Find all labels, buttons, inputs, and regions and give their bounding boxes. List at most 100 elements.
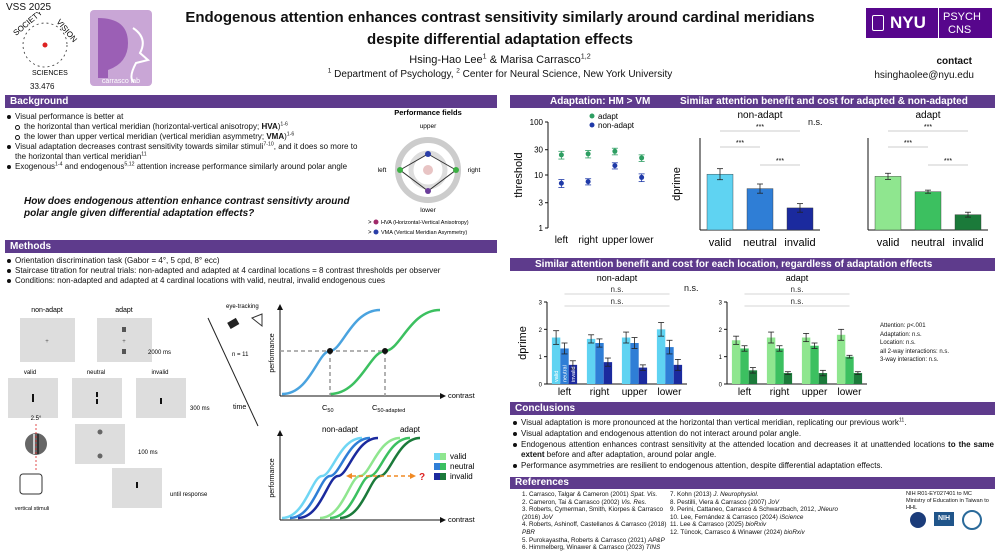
question-mark: ? <box>419 472 425 483</box>
hand-icon <box>19 473 43 495</box>
comparison-label: n.s. <box>808 117 823 127</box>
y-tick-label: 3 <box>539 301 543 307</box>
text-run: 4. Roberts, Ashinoff, Castellanos & Carr… <box>522 521 667 529</box>
lab-name: carrasco lab <box>102 78 140 85</box>
error-bar <box>797 203 803 213</box>
poster-number: 33.476 <box>30 82 55 91</box>
error-bar <box>854 371 861 375</box>
bar <box>818 373 828 384</box>
text-run: Location: n.s. <box>880 340 916 346</box>
c-label: C50-adapted <box>372 403 405 414</box>
text-run: 3-way interaction: n.s. <box>880 357 939 363</box>
text-run: 11 <box>141 151 147 158</box>
arrow <box>440 393 446 399</box>
y-tick-label: 2 <box>539 328 543 334</box>
sig-label: *** <box>756 124 764 131</box>
stat-line: 3-way interaction: n.s. <box>880 356 949 365</box>
y-tick-label: 1 <box>719 355 723 361</box>
stat-line: Attention: p<.001 <box>880 322 949 331</box>
psychometric-plot: performance contrast C50 C50-adapted <box>269 304 476 414</box>
legend-text: valid <box>450 452 466 461</box>
nih-logo: NIH <box>934 512 954 526</box>
attention-plot: non-adapt adapt performance contrast ? v… <box>269 425 476 524</box>
bar <box>568 364 578 384</box>
location-label: upper <box>420 123 437 130</box>
text-run: Visual adaptation and endogenous attenti… <box>521 429 802 438</box>
affiliations: 1 Department of Psychology, 2 Center for… <box>170 67 830 80</box>
heading-text: Similar attention benefit and cost for e… <box>535 259 933 270</box>
nei-logo <box>910 512 926 528</box>
lab-logo: carrasco lab <box>90 10 152 86</box>
text-run: 5,12 <box>124 161 135 168</box>
dept: CNS <box>948 24 972 36</box>
sig-label: *** <box>924 124 932 131</box>
curve <box>289 436 371 520</box>
point <box>585 179 591 185</box>
location-chart: adapt 0 1 2 3 left right upper lower n.s. n.s. <box>719 273 867 398</box>
series-label: invalid <box>571 366 577 382</box>
text-run: the lower than upper vertical meridian (… <box>24 132 267 141</box>
y-tick-label: 30 <box>534 146 543 155</box>
point <box>639 174 645 180</box>
performance-fields: Performance fields upper left right lowe… <box>368 108 481 236</box>
x-tick-label: lower <box>630 235 655 246</box>
x-tick-label: upper <box>802 387 828 398</box>
nyu-logo: NYU PSYCH CNS <box>866 8 992 38</box>
legend-text: HVA (Horizontal-Vertical Anisotropy) <box>381 220 469 226</box>
error-bar <box>639 364 646 371</box>
x-tick-label: upper <box>622 387 648 398</box>
error-bar <box>674 359 681 371</box>
reference: 12. Tüncok, Carrasco & Winawer (2024) bi… <box>670 529 840 537</box>
bar <box>630 343 639 384</box>
text-run: Adaptation: n.s. <box>880 331 922 338</box>
y-tick-label: 3 <box>719 301 723 307</box>
error-bar <box>733 335 740 345</box>
x-tick-label: upper <box>602 235 628 246</box>
axis-label: performance <box>269 333 276 372</box>
c-sub: 50-adapted <box>377 408 405 414</box>
c-sub: 50 <box>327 408 333 414</box>
contact-email: hsinghaolee@nyu.edu <box>874 70 974 81</box>
cue-label: valid <box>24 370 36 376</box>
text-run: Vis. Res. <box>621 498 647 506</box>
bar <box>845 356 854 384</box>
section-heading: Conclusions <box>510 402 995 415</box>
bar <box>874 176 902 231</box>
text-run: 10. Lee, Fernández & Carrasco (2024) <box>670 513 780 521</box>
point <box>639 155 645 161</box>
x-tick-label: left <box>558 387 572 398</box>
error-bar <box>925 189 931 194</box>
logo-text: SOCIETY <box>12 12 45 38</box>
fixation: + <box>122 339 126 345</box>
divider <box>938 8 939 38</box>
legend-sym: > <box>368 230 372 236</box>
text-run: Visual adaptation decreases contrast sen… <box>15 142 264 151</box>
error-bar <box>631 337 638 349</box>
adaptor <box>122 327 126 332</box>
y-tick-label: 0 <box>719 383 723 389</box>
text-run: , and it does so more to the horizontal … <box>15 142 358 161</box>
x-tick-label: right <box>770 387 790 398</box>
bar <box>595 343 604 384</box>
text-run: Attention: <box>880 323 908 329</box>
funding: NIH R01-EY027401 to MC Ministry of Educa… <box>906 491 1000 512</box>
heading-text: Similar attention benefit and cost for a… <box>680 96 968 107</box>
question: How does endogenous attention enhance co… <box>24 196 350 219</box>
location-chart: non-adapt dprime 0 1 2 3 left right upper lower va… <box>517 273 687 398</box>
text-run: Department of Psychology, <box>331 69 457 80</box>
label: eye-tracking <box>226 304 259 310</box>
stat-line: Adaptation: n.s. <box>880 331 949 340</box>
chart-title: adapt <box>915 110 940 121</box>
stimulus <box>97 429 103 435</box>
text-run: <.001 <box>910 323 926 329</box>
y-axis-label: threshold <box>513 152 525 197</box>
title-line: despite differential adaptation effects <box>367 31 633 48</box>
y-tick-label: 10 <box>534 171 543 180</box>
text-run: 1-6 <box>286 131 295 138</box>
bullet: Orientation discrimination task (Gabor =… <box>6 256 494 266</box>
bullet: Staircase titration for neutral trials: … <box>6 266 494 276</box>
text-run: 2 <box>456 67 460 75</box>
moe-logo <box>962 510 982 530</box>
bar <box>740 348 749 384</box>
bar <box>603 362 613 384</box>
